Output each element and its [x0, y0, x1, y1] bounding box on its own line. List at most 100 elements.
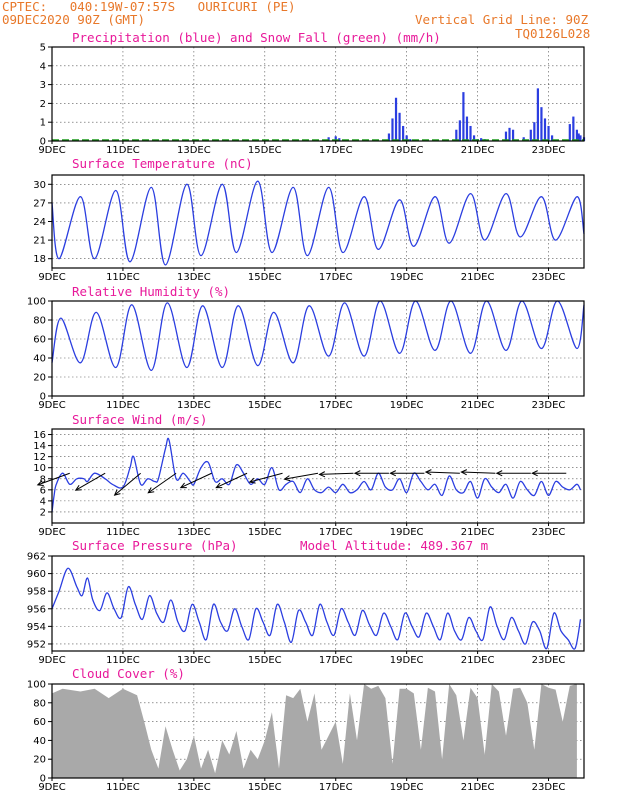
y-tick-label: 8 — [40, 474, 46, 485]
x-tick-label: 23DEC — [532, 655, 566, 666]
x-tick-label: 21DEC — [461, 272, 495, 283]
precip-bar — [409, 139, 412, 141]
x-tick-label: 13DEC — [177, 145, 211, 156]
wind-vector — [249, 472, 283, 483]
precip-bar — [462, 92, 465, 141]
wind-vector — [180, 472, 212, 489]
precip-bar — [536, 88, 539, 141]
y-tick-label: 40 — [33, 736, 46, 747]
y-tick-label: 954 — [27, 622, 46, 633]
y-tick-label: 12 — [33, 452, 46, 463]
y-tick-label: 2 — [40, 507, 46, 518]
precip-bar — [543, 118, 547, 141]
y-tick-label: 30 — [33, 180, 46, 191]
wind-vector-head — [318, 471, 326, 478]
panel-title: Relative Humidity (%) — [72, 284, 230, 299]
wind-vector — [425, 471, 460, 474]
precip-bar — [577, 133, 580, 141]
plot-frame — [51, 683, 585, 779]
precip-bar — [529, 129, 532, 141]
x-tick-label: 13DEC — [177, 400, 211, 411]
x-tick-label: 17DEC — [319, 400, 353, 411]
x-tick-label: 15DEC — [248, 527, 282, 538]
y-tick-label: 0 — [40, 774, 46, 785]
x-tick-label: 9DEC — [38, 782, 65, 793]
plot-frame — [51, 174, 585, 269]
x-tick-label: 11DEC — [106, 782, 140, 793]
wind-vector — [75, 472, 106, 491]
wind-vector-head — [147, 487, 155, 494]
x-tick-label: 9DEC — [38, 272, 65, 283]
panel-title: Cloud Cover (%) — [72, 666, 185, 681]
precip-bar — [504, 131, 508, 141]
y-tick-label: 3 — [40, 80, 46, 91]
y-tick-label: 5 — [40, 43, 46, 54]
wind-vector — [284, 472, 319, 480]
panel-title: Surface Pressure (hPa) — [72, 538, 238, 553]
plot-frame — [51, 555, 585, 652]
chart-panel-5: 952 954 956 958 960 962 9DEC 11DEC 13DEC 15DEC 17D… — [27, 538, 585, 666]
x-tick-label: 11DEC — [106, 145, 140, 156]
x-tick-label: 13DEC — [177, 527, 211, 538]
x-tick-label: 13DEC — [177, 655, 211, 666]
pressure-line — [51, 567, 582, 650]
wind-vector-head — [531, 470, 538, 477]
y-tick-label: 80 — [33, 698, 46, 709]
y-tick-label: 16 — [33, 430, 46, 441]
y-tick-label: 960 — [27, 569, 46, 580]
x-tick-label: 13DEC — [177, 272, 211, 283]
series-line — [51, 300, 585, 372]
x-tick-label: 9DEC — [38, 145, 65, 156]
wind-vector-head — [113, 489, 121, 496]
x-tick-label: 19DEC — [390, 782, 424, 793]
wind-vector-head — [460, 469, 468, 476]
wind-vector — [147, 472, 177, 494]
y-tick-label: 100 — [27, 297, 46, 308]
wind-vector — [216, 472, 248, 489]
precip-bar — [469, 125, 472, 141]
x-tick-label: 19DEC — [390, 655, 424, 666]
header-vertical-grid: Vertical Grid Line: 90Z — [415, 12, 589, 27]
precip-bar — [480, 138, 483, 141]
x-tick-label: 17DEC — [319, 655, 353, 666]
wind-vector-head — [74, 484, 82, 491]
precip-bar — [540, 107, 543, 141]
precip-bar — [508, 127, 511, 141]
plot-frame — [51, 300, 585, 397]
precip-bar — [465, 116, 469, 141]
x-tick-label: 9DEC — [38, 655, 65, 666]
precip-bar — [572, 116, 575, 141]
x-tick-label: 23DEC — [532, 272, 566, 283]
header-station: CPTEC: 040:19W-07:57S OURICURI (PE) — [2, 0, 296, 14]
y-tick-label: 4 — [40, 61, 46, 72]
y-tick-label: 40 — [33, 354, 46, 365]
x-tick-label: 11DEC — [106, 527, 140, 538]
wind-vector-head — [353, 470, 361, 477]
wind-vector-head — [215, 482, 223, 489]
x-tick-label: 23DEC — [532, 782, 566, 793]
chart-panel-2: 18 21 24 27 30 9DEC 11DEC 13DEC 15DEC 17DEC 19DEC 2… — [33, 156, 585, 283]
y-tick-label: 6 — [40, 485, 46, 496]
y-tick-label: 20 — [33, 755, 46, 766]
x-tick-label: 15DEC — [248, 145, 282, 156]
wind-vector-head — [495, 470, 503, 477]
plot-frame — [51, 428, 585, 524]
x-tick-label: 19DEC — [390, 400, 424, 411]
y-tick-label: 0 — [40, 392, 46, 403]
precip-bar — [522, 137, 525, 141]
precip-bar — [387, 133, 391, 141]
x-tick-label: 13DEC — [177, 782, 211, 793]
header-date: 09DEC2020 90Z (GMT) — [2, 12, 145, 27]
y-tick-label: 20 — [33, 373, 46, 384]
x-tick-label: 15DEC — [248, 400, 282, 411]
x-tick-label: 11DEC — [106, 655, 140, 666]
precip-bar — [405, 135, 408, 141]
model-altitude: Model Altitude: 489.367 m — [300, 538, 488, 553]
series-line — [51, 180, 585, 266]
precip-bar — [455, 129, 458, 141]
y-tick-label: 1 — [40, 118, 46, 129]
x-tick-label: 11DEC — [106, 272, 140, 283]
precip-bar — [550, 135, 554, 141]
